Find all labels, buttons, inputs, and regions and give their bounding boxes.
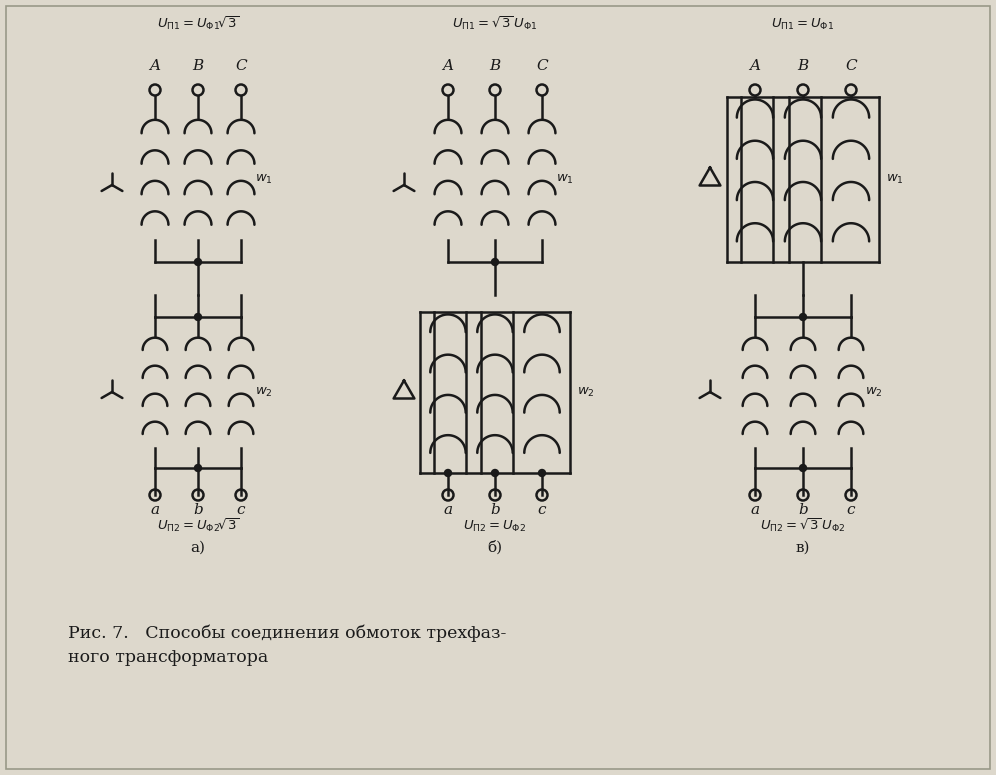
Text: C: C [235,59,247,73]
Text: a: a [150,503,159,517]
Circle shape [750,84,761,95]
Circle shape [489,490,501,501]
Text: B: B [798,59,809,73]
Circle shape [442,490,453,501]
Text: б): б) [487,541,503,555]
Circle shape [846,490,857,501]
Circle shape [539,470,546,477]
Text: $U_{\Pi1} = U_{\Phi1}$: $U_{\Pi1} = U_{\Phi1}$ [772,17,835,32]
Text: a: a [750,503,760,517]
Circle shape [235,490,246,501]
Circle shape [194,259,201,266]
Text: $U_{\Pi1} = U_{\Phi1}\!\sqrt{3}$: $U_{\Pi1} = U_{\Phi1}\!\sqrt{3}$ [156,14,239,32]
Text: $w_2$: $w_2$ [577,386,595,399]
Text: C: C [536,59,548,73]
Circle shape [489,84,501,95]
Text: а): а) [190,541,205,555]
Circle shape [537,490,548,501]
Text: $U_{\Pi2} = U_{\Phi2}$: $U_{\Pi2} = U_{\Phi2}$ [463,519,527,534]
Text: B: B [489,59,501,73]
Text: $U_{\Pi1} = \sqrt{3}\,U_{\Phi1}$: $U_{\Pi1} = \sqrt{3}\,U_{\Phi1}$ [452,14,538,32]
Text: c: c [847,503,856,517]
Circle shape [537,84,548,95]
Circle shape [192,490,203,501]
Text: a: a [443,503,452,517]
Text: $w_1$: $w_1$ [886,173,903,186]
Circle shape [750,490,761,501]
Circle shape [194,314,201,321]
Text: $w_1$: $w_1$ [556,173,574,185]
Circle shape [442,84,453,95]
Text: b: b [193,503,203,517]
Text: C: C [846,59,857,73]
Text: A: A [442,59,453,73]
Text: Рис. 7.   Способы соединения обмоток трехфаз-: Рис. 7. Способы соединения обмоток трехф… [68,625,506,642]
Circle shape [192,84,203,95]
Text: A: A [149,59,160,73]
Text: ного трансформатора: ного трансформатора [68,649,268,666]
Circle shape [235,84,246,95]
Circle shape [149,84,160,95]
Circle shape [194,464,201,471]
Circle shape [798,490,809,501]
Text: c: c [237,503,245,517]
Text: в): в) [796,541,811,555]
Text: $w_1$: $w_1$ [255,173,273,185]
Circle shape [491,470,499,477]
Circle shape [800,464,807,471]
Text: b: b [490,503,500,517]
Circle shape [149,490,160,501]
Circle shape [444,470,451,477]
Circle shape [846,84,857,95]
Text: b: b [798,503,808,517]
Circle shape [798,84,809,95]
Text: B: B [192,59,203,73]
Text: $w_2$: $w_2$ [865,385,882,398]
Circle shape [491,259,499,266]
Circle shape [800,314,807,321]
Text: $U_{\Pi2} = U_{\Phi2}\!\sqrt{3}$: $U_{\Pi2} = U_{\Phi2}\!\sqrt{3}$ [156,516,239,534]
Text: $w_2$: $w_2$ [255,385,273,398]
Text: $U_{\Pi2} = \sqrt{3}\,U_{\Phi2}$: $U_{\Pi2} = \sqrt{3}\,U_{\Phi2}$ [760,516,846,534]
Text: A: A [750,59,761,73]
Text: c: c [538,503,546,517]
